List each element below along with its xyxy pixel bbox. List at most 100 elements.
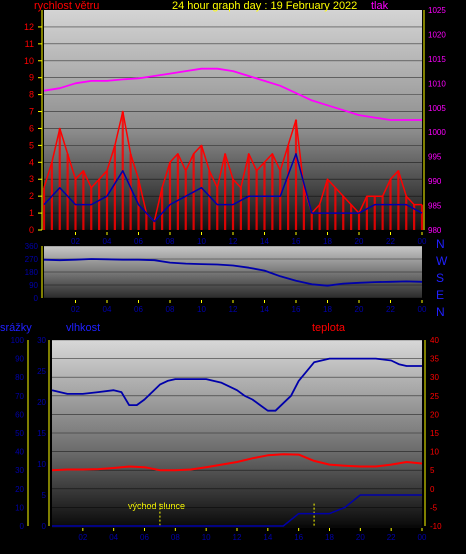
panel3-x-tick-label-7: 16: [294, 533, 303, 542]
temperature-axis-label-5: 15: [430, 429, 439, 438]
temperature-axis-label-3: 5: [430, 466, 435, 475]
wind-axis-label-10: 10: [24, 56, 34, 66]
rain-label: srážky: [0, 322, 32, 334]
rain-axis-label-1: 10: [15, 503, 24, 512]
rain-axis-label-8: 80: [15, 373, 24, 382]
rain-axis-label-2: 20: [15, 485, 24, 494]
direction-axis-label-1: 90: [29, 281, 38, 290]
temperature-label: teplota: [312, 322, 346, 334]
panel3-x-tick-label-5: 12: [233, 533, 242, 542]
wind-axis-label-8: 8: [29, 90, 34, 100]
temperature-axis-label-10: 40: [430, 336, 439, 345]
panel3-x-tick-label-6: 14: [263, 533, 272, 542]
rain-axis-label-9: 90: [15, 355, 24, 364]
temperature-axis-label-7: 25: [430, 392, 439, 401]
compass-label-s: S: [436, 271, 444, 285]
panel3-x-tick-label-1: 04: [109, 533, 118, 542]
panel2-x-tick-label-4: 10: [197, 305, 206, 314]
humidity-axis-label-6: 30: [37, 336, 46, 345]
panel3-x-tick-label-4: 10: [202, 533, 211, 542]
wind-axis-label-7: 7: [29, 107, 34, 117]
rain-axis-label-6: 60: [15, 410, 24, 419]
temperature-axis-label-1: -5: [430, 503, 438, 512]
direction-axis-label-2: 180: [25, 268, 39, 277]
pressure-axis-label-3: 995: [428, 153, 442, 162]
wind-speed-label: rychlost větru: [34, 0, 99, 12]
pressure-axis-label-6: 1010: [428, 79, 446, 88]
pressure-axis-label-5: 1005: [428, 104, 446, 113]
temperature-line: [51, 453, 423, 472]
panel1-x-tick-label-7: 16: [292, 237, 301, 246]
humidity-axis-label-1: 5: [42, 491, 47, 500]
temperature-axis-label-9: 35: [430, 355, 439, 364]
temperature-axis-label-8: 30: [430, 373, 439, 382]
pressure-line: [43, 67, 422, 121]
wind-axis-label-0: 0: [29, 225, 34, 235]
temperature-axis-label-6: 20: [430, 410, 439, 419]
wind-axis-label-12: 12: [24, 22, 34, 32]
rain-axis-label-5: 50: [15, 429, 24, 438]
panel3-x-tick-label-8: 18: [325, 533, 334, 542]
compass-label-e: E: [436, 288, 444, 302]
panel1-x-tick-label-9: 20: [355, 237, 364, 246]
panel3-x-tick-label-2: 06: [140, 533, 149, 542]
chart-marks: 0123456789101112980985990995100010051010…: [11, 6, 447, 542]
compass-label-w: W: [436, 254, 448, 268]
direction-axis-label-0: 0: [34, 294, 39, 303]
panel1-x-tick-label-6: 14: [260, 237, 269, 246]
panel3-x-tick-label-9: 20: [356, 533, 365, 542]
panel2-x-tick-label-10: 22: [386, 305, 395, 314]
panel3-x-tick-label-3: 08: [171, 533, 180, 542]
pressure-axis-label-8: 1020: [428, 30, 446, 39]
chart-title: 24 hour graph day : 19 February 2022: [172, 0, 357, 12]
wind-mean-line: [43, 153, 423, 223]
panel2-x-tick-label-3: 08: [166, 305, 175, 314]
wind-axis-label-4: 4: [29, 157, 34, 167]
rain-axis-label-3: 30: [15, 466, 24, 475]
panel2-x-tick-label-1: 04: [103, 305, 112, 314]
panel2-x-tick-label-11: 00: [418, 305, 427, 314]
wind-axis-label-1: 1: [29, 208, 34, 218]
wind-direction-line: [43, 258, 423, 287]
panel1-x-tick-label-5: 12: [229, 237, 238, 246]
humidity-label: vlhkost: [66, 322, 100, 334]
wind-axis-label-2: 2: [29, 191, 34, 201]
pressure-axis-label-9: 1025: [428, 6, 446, 15]
panel1-x-tick-label-2: 06: [134, 237, 143, 246]
compass-label-n-bottom: N: [436, 305, 445, 319]
pressure-axis-label-1: 985: [428, 202, 442, 211]
humidity-axis-label-4: 20: [37, 398, 46, 407]
temperature-axis-label-0: -10: [430, 522, 442, 531]
humidity-axis-label-5: 25: [37, 367, 46, 376]
panel2-x-tick-label-0: 02: [71, 305, 80, 314]
temperature-axis-label-4: 10: [430, 448, 439, 457]
wind-axis-label-3: 3: [29, 174, 34, 184]
panel1-x-tick-label-8: 18: [323, 237, 332, 246]
panel1-x-tick-label-10: 22: [386, 237, 395, 246]
direction-axis-label-4: 360: [25, 242, 39, 251]
panel3-x-tick-label-11: 00: [418, 533, 427, 542]
wind-axis-label-5: 5: [29, 140, 34, 150]
humidity-temperature-plot-area: [52, 340, 422, 528]
humidity-axis-label-0: 0: [42, 522, 47, 531]
panel1-x-tick-label-1: 04: [103, 237, 112, 246]
pressure-axis-label-7: 1015: [428, 55, 446, 64]
rain-axis-label-0: 0: [20, 522, 25, 531]
wind-axis-label-11: 11: [25, 39, 34, 49]
rain-line: [52, 494, 422, 527]
pressure-axis-label-0: 980: [428, 226, 442, 235]
rain-axis-label-10: 100: [11, 336, 25, 345]
compass-label-n-top: N: [436, 237, 445, 251]
panel1-x-tick-label-3: 08: [166, 237, 175, 246]
pressure-axis-label-2: 990: [428, 177, 442, 186]
panel2-x-tick-label-8: 18: [323, 305, 332, 314]
pressure-label: tlak: [371, 0, 389, 12]
panel3-x-tick-label-0: 02: [78, 533, 87, 542]
panel2-x-tick-label-2: 06: [134, 305, 143, 314]
panel2-x-tick-label-6: 14: [260, 305, 269, 314]
panel1-x-tick-label-4: 10: [197, 237, 206, 246]
panel2-x-tick-label-5: 12: [229, 305, 238, 314]
panel1-x-tick-label-11: 00: [418, 237, 427, 246]
